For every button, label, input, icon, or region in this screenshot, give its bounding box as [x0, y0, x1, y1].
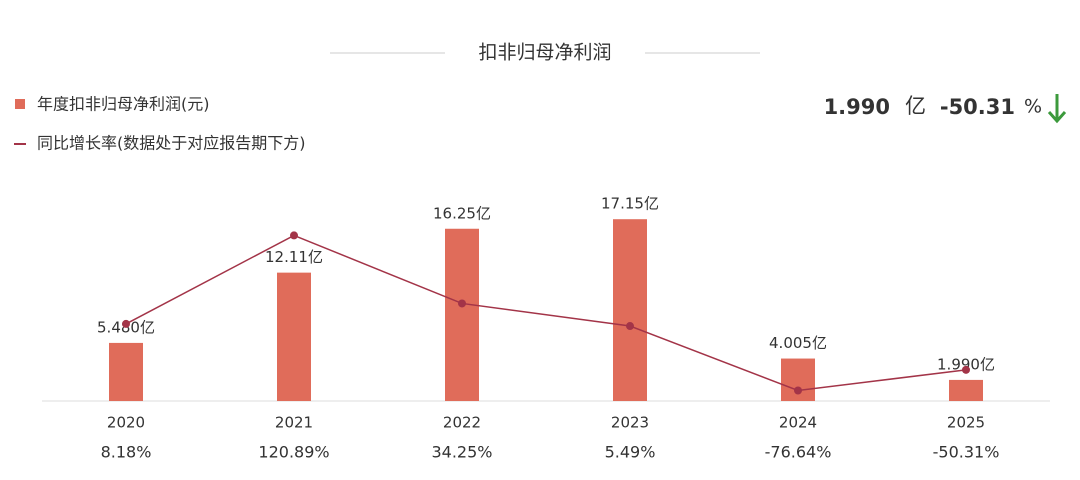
x-tick-label: 2021 — [275, 414, 313, 432]
data-label: 4.005亿 — [769, 334, 827, 352]
data-label: 12.11亿 — [265, 248, 323, 266]
legend-marker — [15, 99, 25, 109]
growth-point — [290, 231, 298, 240]
growth-point — [962, 365, 970, 374]
growth-label: -76.64% — [765, 443, 832, 462]
growth-line — [125, 234, 967, 392]
bar — [781, 358, 815, 401]
growth-label: -50.31% — [933, 443, 1000, 462]
x-tick-label: 2024 — [779, 414, 817, 432]
growth-point — [794, 386, 802, 395]
x-tick-label: 2025 — [947, 414, 985, 432]
summary-value: 1.990 — [824, 95, 890, 119]
data-label: 1.990亿 — [937, 355, 995, 373]
legend-label: 同比增长率(数据处于对应报告期下方) — [37, 134, 306, 153]
growth-label: 120.89% — [258, 443, 329, 462]
down-arrow — [1047, 94, 1067, 124]
chart-title: 扣非归母净利润 — [478, 42, 611, 64]
bar — [277, 272, 311, 401]
data-label: 16.25亿 — [433, 204, 491, 222]
growth-point — [458, 299, 466, 308]
growth-point — [626, 322, 634, 331]
bar — [445, 228, 479, 401]
bar — [109, 342, 143, 401]
legend-label: 年度扣非归母净利润(元) — [37, 95, 210, 114]
growth-label: 34.25% — [431, 443, 492, 462]
data-label: 17.15亿 — [601, 195, 659, 213]
growth-label: 8.18% — [101, 443, 152, 462]
summary-unit: 亿 — [905, 94, 926, 118]
summary-change-unit: % — [1024, 96, 1042, 118]
x-tick-label: 2020 — [107, 414, 145, 432]
growth-point — [122, 319, 130, 328]
summary-change: -50.31 — [940, 95, 1015, 119]
bar — [949, 379, 983, 401]
bar — [613, 219, 647, 401]
x-tick-label: 2022 — [443, 414, 481, 432]
growth-label: 5.49% — [605, 443, 656, 462]
x-tick-label: 2023 — [611, 414, 649, 432]
